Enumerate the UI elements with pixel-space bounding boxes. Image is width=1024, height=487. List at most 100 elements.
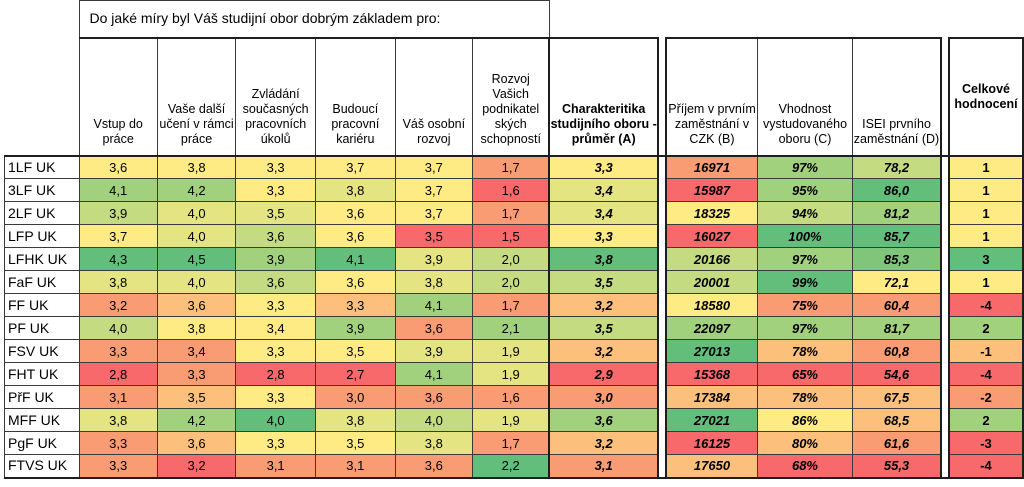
score-cell: 2,8 xyxy=(78,362,158,386)
score-cell: 3,9 xyxy=(315,316,396,340)
score-cell: 1,7 xyxy=(472,154,550,179)
income-cell: 18580 xyxy=(664,293,759,317)
average-cell: 3,4 xyxy=(548,201,660,225)
gap xyxy=(941,202,949,225)
score-cell: 3,6 xyxy=(315,224,396,248)
score-cell: 4,2 xyxy=(156,178,237,202)
score-cell: 3,6 xyxy=(394,385,474,409)
average-cell: 3,2 xyxy=(548,431,660,455)
gap xyxy=(941,225,949,248)
score-cell: 3,8 xyxy=(315,408,396,432)
table-row: PF UK 4,0 3,8 3,4 3,9 3,6 2,1 3,5 22097 97% 81,7 2 xyxy=(4,316,1024,340)
score-cell: 3,3 xyxy=(78,339,158,363)
fit-cell: 97% xyxy=(757,316,853,340)
faculty-name: FF UK xyxy=(4,293,80,317)
gap xyxy=(658,294,666,317)
score-cell: 2,0 xyxy=(472,270,550,294)
average-cell: 3,5 xyxy=(548,316,660,340)
faculty-name: 2LF UK xyxy=(4,201,80,225)
score-cell: 3,8 xyxy=(315,178,396,202)
score-cell: 3,6 xyxy=(394,316,474,340)
score-cell: 3,3 xyxy=(315,293,396,317)
score-cell: 3,8 xyxy=(156,316,237,340)
score-cell: 4,1 xyxy=(78,178,158,202)
score-cell: 1,7 xyxy=(472,431,550,455)
score-cell: 2,7 xyxy=(315,362,396,386)
score-cell: 2,1 xyxy=(472,316,550,340)
isei-cell: 60,4 xyxy=(851,293,943,317)
score-cell: 3,4 xyxy=(156,339,237,363)
gap xyxy=(658,363,666,386)
score-cell: 4,0 xyxy=(156,201,237,225)
table-row: PgF UK 3,3 3,6 3,3 3,5 3,8 1,7 3,2 16125 80% 61,6-… xyxy=(4,431,1024,455)
income-cell: 18325 xyxy=(664,201,759,225)
score-cell: 3,2 xyxy=(156,454,237,479)
score-cell: 1,6 xyxy=(472,178,550,202)
gap xyxy=(658,386,666,409)
score-cell: 1,9 xyxy=(472,408,550,432)
table-row: FSV UK 3,3 3,4 3,3 3,5 3,9 1,9 3,2 27013 78% 60,8-… xyxy=(4,339,1024,363)
survey-table: Do jaké míry byl Váš studijní obor dobrý… xyxy=(4,0,1024,479)
isei-cell: 61,6 xyxy=(851,431,943,455)
table-row: LFHK UK 4,3 4,5 3,9 4,1 3,9 2,0 3,8 20166 97% 85,3… xyxy=(4,247,1024,271)
faculty-name: FSV UK xyxy=(4,339,80,363)
isei-cell: 54,6 xyxy=(851,362,943,386)
score-cell: 3,6 xyxy=(156,431,237,455)
overall-cell: 3 xyxy=(948,247,1024,271)
score-cell: 3,7 xyxy=(394,154,474,179)
gap xyxy=(941,340,949,363)
isei-cell: 78,2 xyxy=(851,154,943,179)
gap xyxy=(658,154,666,179)
header-income: Příjem v prvním zaměstnání v CZK (B) xyxy=(664,36,759,156)
header-rozvoj: Váš osobní rozvoj xyxy=(394,36,474,156)
score-cell: 3,3 xyxy=(78,431,158,455)
score-cell: 3,6 xyxy=(156,293,237,317)
score-cell: 3,3 xyxy=(235,178,317,202)
overall-cell: 1 xyxy=(948,201,1024,225)
gap xyxy=(941,454,950,479)
gap xyxy=(941,179,949,202)
score-cell: 1,9 xyxy=(472,339,550,363)
score-cell: 2,0 xyxy=(472,247,550,271)
score-cell: 3,5 xyxy=(315,431,396,455)
faculty-name: FTVS UK xyxy=(4,454,80,479)
fit-cell: 95% xyxy=(757,178,853,202)
score-cell: 3,4 xyxy=(235,316,317,340)
isei-cell: 60,8 xyxy=(851,339,943,363)
gap xyxy=(658,409,666,432)
faculty-name: FHT UK xyxy=(4,362,80,386)
fit-cell: 78% xyxy=(757,385,853,409)
gap xyxy=(941,409,949,432)
score-cell: 3,1 xyxy=(235,454,317,479)
table-row: LFP UK 3,7 4,0 3,6 3,6 3,5 1,5 3,3 16027 100% 85,7… xyxy=(4,224,1024,248)
average-cell: 3,4 xyxy=(548,178,660,202)
overall-cell: -4 xyxy=(948,293,1024,317)
average-cell: 3,3 xyxy=(548,224,660,248)
overall-cell: 1 xyxy=(948,270,1024,294)
fit-cell: 97% xyxy=(757,154,853,179)
score-cell: 3,3 xyxy=(235,339,317,363)
score-cell: 3,3 xyxy=(235,293,317,317)
gap xyxy=(941,248,949,271)
gap xyxy=(658,202,666,225)
gap xyxy=(658,454,666,479)
score-cell: 3,7 xyxy=(315,154,396,179)
isei-cell: 72,1 xyxy=(851,270,943,294)
fit-cell: 68% xyxy=(757,454,853,479)
gap xyxy=(941,386,949,409)
header-kariera: Budoucí pracovní kariéru xyxy=(315,36,396,156)
fit-cell: 97% xyxy=(757,247,853,271)
income-cell: 20001 xyxy=(664,270,759,294)
score-cell: 4,1 xyxy=(315,247,396,271)
table-row: FF UK 3,2 3,6 3,3 3,3 4,1 1,7 3,2 18580 75% 60,4 -4 xyxy=(4,293,1024,317)
score-cell: 3,3 xyxy=(235,154,317,179)
question-title: Do jaké míry byl Váš studijní obor dobrý… xyxy=(78,0,550,38)
fit-cell: 65% xyxy=(757,362,853,386)
overall-cell: -2 xyxy=(948,385,1024,409)
average-cell: 3,2 xyxy=(548,339,660,363)
faculty-name: PgF UK xyxy=(4,431,80,455)
score-cell: 1,7 xyxy=(472,293,550,317)
score-cell: 4,1 xyxy=(394,362,474,386)
score-cell: 3,5 xyxy=(394,224,474,248)
score-cell: 3,1 xyxy=(315,454,396,479)
